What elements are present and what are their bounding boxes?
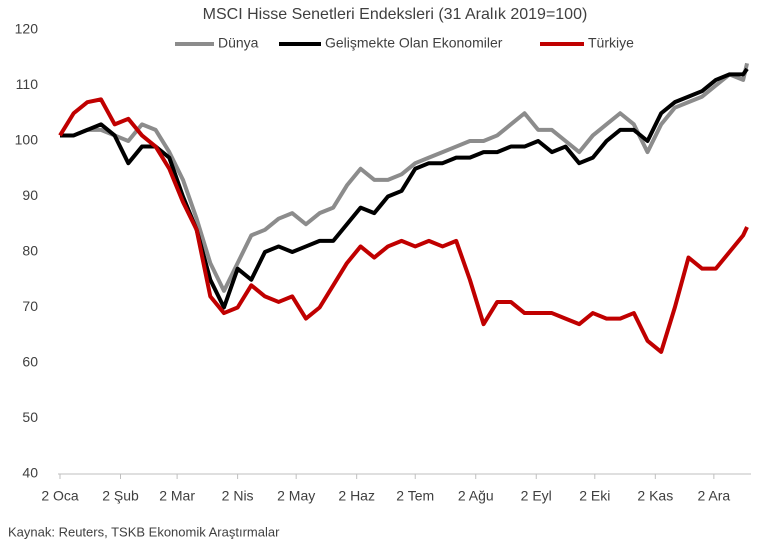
x-tick-label: 2 Tem bbox=[396, 488, 434, 504]
x-tick-label: 2 Haz bbox=[338, 488, 375, 504]
y-tick-label: 120 bbox=[15, 21, 39, 37]
x-tick-label: 2 Mar bbox=[159, 488, 195, 504]
x-tick-label: 2 Kas bbox=[637, 488, 673, 504]
x-tick-label: 2 Şub bbox=[102, 488, 139, 504]
legend-label: Türkiye bbox=[588, 35, 634, 51]
x-tick-label: 2 Oca bbox=[41, 488, 79, 504]
series-line bbox=[58, 97, 749, 354]
source-note: Kaynak: Reuters, TSKB Ekonomik Araştırma… bbox=[8, 524, 280, 539]
y-tick-label: 80 bbox=[22, 243, 38, 259]
y-tick-label: 60 bbox=[22, 354, 38, 370]
x-tick-label: 2 Nis bbox=[222, 488, 254, 504]
y-tick-label: 110 bbox=[16, 76, 39, 92]
legend-label: Dünya bbox=[218, 35, 259, 51]
x-tick-label: 2 May bbox=[277, 488, 315, 504]
series-line bbox=[60, 62, 749, 293]
x-tick-label: 2 Eyl bbox=[521, 488, 552, 504]
legend-label: Gelişmekte Olan Ekonomiler bbox=[325, 35, 503, 51]
x-tick-label: 2 Ağu bbox=[458, 488, 494, 504]
y-tick-label: 90 bbox=[22, 187, 38, 203]
x-tick-label: 2 Ara bbox=[698, 488, 731, 504]
y-tick-label: 40 bbox=[22, 465, 38, 481]
series-line bbox=[60, 67, 749, 310]
chart-title: MSCI Hisse Senetleri Endeksleri (31 Aral… bbox=[203, 6, 588, 23]
y-tick-label: 70 bbox=[22, 298, 38, 314]
x-tick-label: 2 Eki bbox=[579, 488, 610, 504]
y-tick-label: 50 bbox=[22, 409, 38, 425]
y-tick-label: 100 bbox=[15, 132, 39, 148]
